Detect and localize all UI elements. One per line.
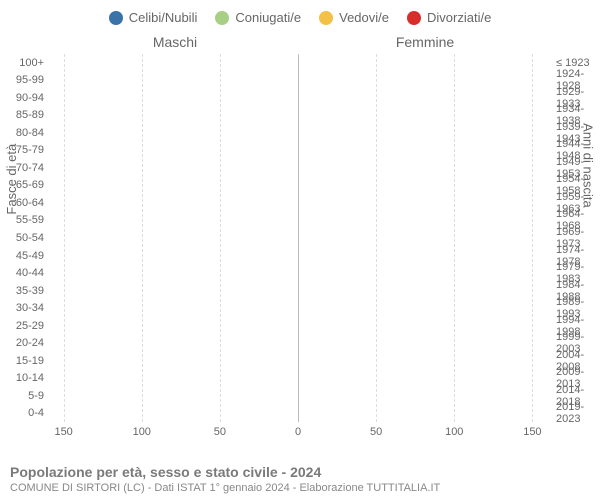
- age-label: 0-4: [0, 407, 44, 419]
- xtick-label: 50: [214, 426, 226, 438]
- age-row: [48, 352, 548, 370]
- xtick-label: 0: [295, 426, 301, 438]
- header-femmine: Femmine: [300, 34, 550, 50]
- age-label: 5-9: [0, 390, 44, 402]
- legend-item-celibi: Celibi/Nubili: [109, 10, 198, 25]
- age-label: 35-39: [0, 285, 44, 297]
- age-row: [48, 89, 548, 107]
- xtick-label: 50: [370, 426, 382, 438]
- birthyear-label: ≤ 1923: [556, 57, 600, 69]
- yaxis-left: 0-4 5-9 10-14 15-19 20-24 25-29 30-34 35-39 40-4…: [0, 54, 48, 422]
- age-label: 70-74: [0, 162, 44, 174]
- age-row: [48, 159, 548, 177]
- age-label: 75-79: [0, 144, 44, 156]
- age-row: [48, 212, 548, 230]
- age-row: [48, 142, 548, 160]
- age-label: 10-14: [0, 372, 44, 384]
- age-label: 30-34: [0, 302, 44, 314]
- age-label: 15-19: [0, 355, 44, 367]
- population-pyramid: Celibi/Nubili Coniugati/e Vedovi/e Divorzia…: [0, 0, 600, 500]
- age-label: 80-84: [0, 127, 44, 139]
- footer-subtitle: COMUNE DI SIRTORI (LC) - Dati ISTAT 1° g…: [10, 482, 590, 494]
- legend-dot-coniugati: [215, 11, 229, 25]
- legend-label: Coniugati/e: [235, 10, 301, 25]
- chart-area: [48, 54, 548, 422]
- age-label: 95-99: [0, 74, 44, 86]
- age-row: [48, 404, 548, 422]
- xtick-label: 150: [54, 426, 72, 438]
- legend-dot-divorziati: [407, 11, 421, 25]
- age-label: 55-59: [0, 214, 44, 226]
- age-row: [48, 247, 548, 265]
- birthyear-label: 1924-1928: [556, 68, 600, 92]
- age-row: [48, 317, 548, 335]
- age-label: 50-54: [0, 232, 44, 244]
- age-label: 25-29: [0, 320, 44, 332]
- age-row: [48, 54, 548, 72]
- xaxis: 150 100 50 0 50 100 150: [48, 426, 548, 442]
- xtick-label: 100: [445, 426, 463, 438]
- legend-dot-vedovi: [319, 11, 333, 25]
- xtick-label: 100: [133, 426, 151, 438]
- legend-item-vedovi: Vedovi/e: [319, 10, 389, 25]
- footer: Popolazione per età, sesso e stato civil…: [10, 464, 590, 494]
- age-row: [48, 177, 548, 195]
- legend-item-divorziati: Divorziati/e: [407, 10, 491, 25]
- age-row: [48, 124, 548, 142]
- age-row: [48, 282, 548, 300]
- age-row: [48, 72, 548, 90]
- age-row: [48, 299, 548, 317]
- legend-item-coniugati: Coniugati/e: [215, 10, 301, 25]
- age-row: [48, 194, 548, 212]
- age-label: 85-89: [0, 109, 44, 121]
- age-label: 100+: [0, 57, 44, 69]
- legend-dot-celibi: [109, 11, 123, 25]
- age-label: 65-69: [0, 179, 44, 191]
- header-maschi: Maschi: [50, 34, 300, 50]
- age-row: [48, 264, 548, 282]
- age-row: [48, 229, 548, 247]
- age-row: [48, 387, 548, 405]
- age-label: 90-94: [0, 92, 44, 104]
- age-row: [48, 369, 548, 387]
- age-row: [48, 107, 548, 125]
- age-label: 45-49: [0, 250, 44, 262]
- legend-label: Divorziati/e: [427, 10, 491, 25]
- xtick-label: 150: [523, 426, 541, 438]
- legend-label: Vedovi/e: [339, 10, 389, 25]
- legend: Celibi/Nubili Coniugati/e Vedovi/e Divorzia…: [0, 0, 600, 31]
- age-label: 60-64: [0, 197, 44, 209]
- footer-title: Popolazione per età, sesso e stato civil…: [10, 464, 590, 480]
- yaxis-right: 2019-20232014-20182009-20132004-20081999…: [552, 54, 600, 422]
- legend-label: Celibi/Nubili: [129, 10, 198, 25]
- bars: [48, 54, 548, 422]
- age-label: 20-24: [0, 337, 44, 349]
- age-label: 40-44: [0, 267, 44, 279]
- age-row: [48, 334, 548, 352]
